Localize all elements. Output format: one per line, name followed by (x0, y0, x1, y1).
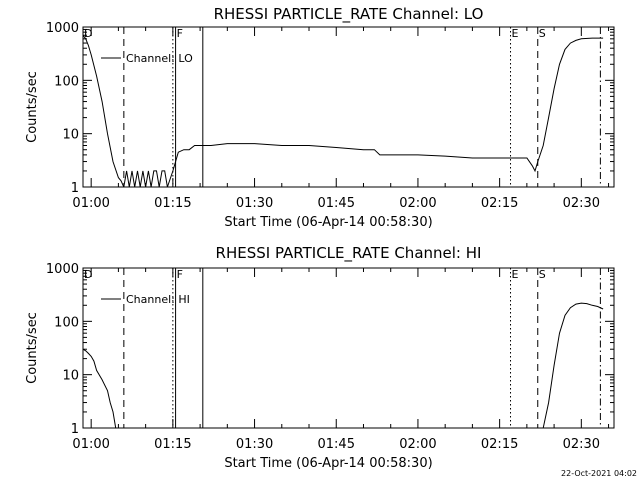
x-tick-label: 01:30 (236, 437, 273, 452)
x-tick-label: 02:30 (563, 196, 600, 211)
series-line (542, 302, 604, 428)
x-tick-label: 01:00 (72, 437, 109, 452)
x-tick-label: 02:15 (481, 196, 518, 211)
y-tick-label: 1000 (46, 21, 79, 36)
x-tick-label: 01:45 (318, 437, 355, 452)
x-tick-label: 02:15 (481, 437, 518, 452)
chart-panel-lo: RHESSI PARTICLE_RATE Channel: LO 1 10 100 10… (25, 5, 615, 230)
x-tick-label: 02:00 (399, 437, 436, 452)
chart-panel-hi: RHESSI PARTICLE_RATE Channel: HI 1 10 100 10… (25, 244, 615, 471)
event-label: S (539, 27, 546, 40)
y-tick-label: 100 (54, 315, 79, 330)
x-axis-label: Start Time (06-Apr-14 00:58:30) (224, 215, 432, 230)
y-tick-label: 1 (71, 422, 79, 437)
event-label: S (539, 268, 546, 281)
x-tick-label: 02:00 (399, 196, 436, 211)
event-label: F (177, 27, 183, 40)
chart-title: RHESSI PARTICLE_RATE Channel: LO (214, 5, 484, 24)
legend-label: Channel: LO (126, 52, 193, 65)
footer-timestamp: 22-Oct-2021 04:02 (561, 469, 637, 478)
y-tick-label: 10 (62, 128, 79, 143)
y-tick-label: 100 (54, 74, 79, 89)
legend-label: Channel: HI (126, 293, 190, 306)
event-label: E (512, 27, 519, 40)
series-line (83, 348, 117, 428)
y-axis-label: Counts/sec (25, 312, 40, 384)
event-label: E (512, 268, 519, 281)
y-axis-label: Counts/sec (25, 71, 40, 143)
y-tick-label: 1000 (46, 262, 79, 277)
event-label: D (84, 268, 92, 281)
x-tick-label: 01:15 (154, 437, 191, 452)
event-label: D (84, 27, 92, 40)
x-tick-label: 01:45 (318, 196, 355, 211)
x-tick-label: 01:15 (154, 196, 191, 211)
plot-frame (82, 267, 615, 429)
y-tick-label: 10 (62, 369, 79, 384)
x-tick-label: 02:30 (563, 437, 600, 452)
y-tick-label: 1 (71, 181, 79, 196)
x-tick-label: 01:00 (72, 196, 109, 211)
event-label: F (177, 268, 183, 281)
x-axis-label: Start Time (06-Apr-14 00:58:30) (224, 456, 432, 471)
plot-frame (82, 26, 615, 188)
series-line (83, 34, 604, 187)
chart-title: RHESSI PARTICLE_RATE Channel: HI (216, 244, 482, 263)
x-tick-label: 01:30 (236, 196, 273, 211)
